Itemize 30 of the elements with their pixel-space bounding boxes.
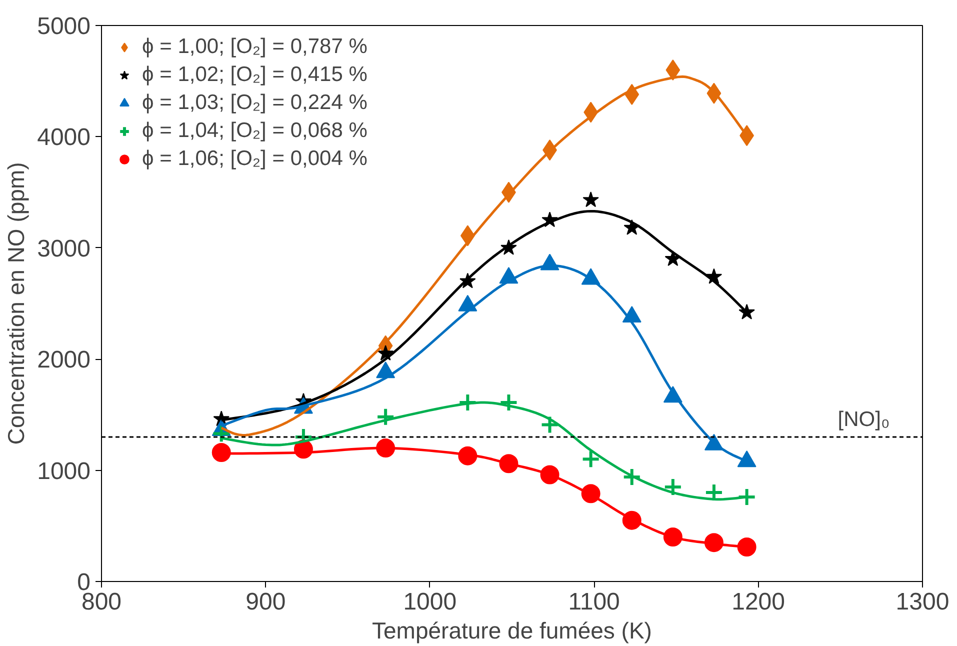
- point: [581, 450, 600, 469]
- legend-label: ϕ = 1,03; [O₂] = 0,224 %: [142, 91, 368, 115]
- point: [377, 345, 394, 361]
- x-tick-label: 1000: [403, 588, 457, 616]
- y-tick-label: 4000: [37, 124, 90, 152]
- x-tick-label: 900: [246, 588, 286, 616]
- x-tick-label: 1200: [732, 588, 785, 616]
- ref-line-label: [NO]₀: [838, 408, 890, 431]
- x-tick-label: 1300: [896, 588, 950, 616]
- point: [663, 477, 682, 496]
- legend-label: ϕ = 1,00; [O₂] = 0,787 %: [142, 35, 368, 59]
- legend-label: ϕ = 1,06; [O₂] = 0,004 %: [142, 147, 368, 171]
- y-tick-label: 5000: [37, 13, 90, 40]
- y-tick-label: 1000: [37, 458, 90, 485]
- point: [582, 192, 599, 208]
- point: [212, 443, 231, 462]
- point: [540, 415, 560, 434]
- legend-label: ϕ = 1,04; [O₂] = 0,068 %: [142, 119, 368, 143]
- legend-label: ϕ = 1,02; [O₂] = 0,415 %: [142, 63, 368, 87]
- point: [376, 407, 396, 426]
- point: [737, 538, 756, 557]
- y-tick-label: 3000: [37, 235, 90, 262]
- x-axis-title: Température de fumées (K): [372, 618, 652, 644]
- y-axis-title: Concentration en NO (ppm): [3, 162, 30, 445]
- y-tick-label: 2000: [37, 346, 90, 374]
- point: [458, 392, 478, 412]
- point: [737, 487, 756, 506]
- point: [622, 467, 642, 486]
- x-tick-label: 1100: [568, 588, 620, 616]
- point: [499, 392, 518, 412]
